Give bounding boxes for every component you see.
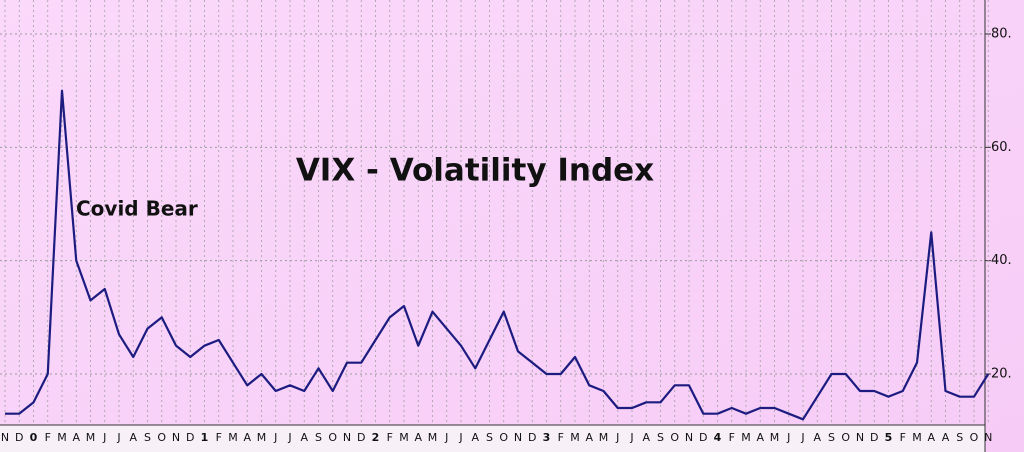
x-tick-label: A: [642, 431, 650, 444]
x-tick-label: 3: [543, 431, 551, 444]
x-tick-label: S: [315, 431, 322, 444]
x-tick-label: S: [486, 431, 493, 444]
x-tick-label: A: [927, 431, 935, 444]
y-tick-label: 40.: [991, 253, 1012, 268]
x-tick-label: O: [157, 431, 166, 444]
chart-title: VIX - Volatility Index: [296, 153, 654, 189]
x-tick-label: N: [514, 431, 522, 444]
x-tick-label: O: [328, 431, 337, 444]
x-tick-label: N: [1, 431, 9, 444]
x-tick-label: F: [729, 431, 735, 444]
y-tick-label: 20.: [991, 367, 1012, 382]
x-tick-label: O: [970, 431, 979, 444]
x-tick-label: M: [741, 431, 751, 444]
x-tick-label: D: [528, 431, 536, 444]
x-tick-label: N: [984, 431, 992, 444]
x-tick-label: D: [870, 431, 878, 444]
x-tick-label: J: [273, 431, 277, 444]
x-tick-label: A: [756, 431, 764, 444]
marks: [5, 89, 990, 421]
x-tick-label: D: [15, 431, 23, 444]
annotation: Covid Bear: [76, 197, 198, 221]
x-tick-label: F: [900, 431, 906, 444]
x-tick-label: D: [699, 431, 707, 444]
x-tick-label: A: [414, 431, 422, 444]
x-tick-label: J: [287, 431, 291, 444]
x-tick-label: J: [102, 431, 106, 444]
x-tick-label: O: [670, 431, 679, 444]
x-tick-label: M: [399, 431, 409, 444]
x-tick-label: S: [828, 431, 835, 444]
x-tick-label: 2: [372, 431, 380, 444]
x-tick-label: S: [144, 431, 151, 444]
x-tick-label: M: [228, 431, 238, 444]
x-tick-label: M: [599, 431, 609, 444]
x-tick-label: A: [942, 431, 950, 444]
x-tick-label: 4: [714, 431, 722, 444]
x-tick-label: N: [856, 431, 864, 444]
y-tick-label: 80.: [991, 27, 1012, 42]
x-tick-label: A: [813, 431, 821, 444]
x-tick-label: O: [499, 431, 508, 444]
x-tick-label: F: [45, 431, 51, 444]
grid: [0, 0, 991, 425]
x-tick-label: F: [558, 431, 564, 444]
x-tick-label: M: [57, 431, 67, 444]
x-tick-label: J: [786, 431, 790, 444]
x-tick-label: M: [257, 431, 267, 444]
x-tick-label: M: [86, 431, 96, 444]
x-tick-label: J: [629, 431, 633, 444]
x-tick-label: 0: [30, 431, 38, 444]
x-tick-label: M: [428, 431, 438, 444]
x-tick-label: A: [585, 431, 593, 444]
x-tick-label: N: [343, 431, 351, 444]
x-tick-label: S: [657, 431, 664, 444]
x-tick-label: A: [471, 431, 479, 444]
x-tick-label: D: [186, 431, 194, 444]
x-tick-label: M: [770, 431, 780, 444]
x-tick-label: J: [800, 431, 804, 444]
x-axis-band: [0, 425, 985, 452]
y-tick-label: 60.: [991, 140, 1012, 155]
x-tick-label: N: [685, 431, 693, 444]
x-tick-label: F: [387, 431, 393, 444]
x-tick-label: 1: [201, 431, 209, 444]
x-tick-label: J: [615, 431, 619, 444]
x-tick-label: J: [116, 431, 120, 444]
x-tick-label: M: [912, 431, 922, 444]
x-tick-label: S: [956, 431, 963, 444]
x-tick-label: A: [243, 431, 251, 444]
line-series: [5, 89, 990, 421]
x-tick-label: A: [72, 431, 80, 444]
x-tick-label: 5: [885, 431, 893, 444]
x-tick-label: A: [129, 431, 137, 444]
x-tick-label: D: [357, 431, 365, 444]
x-tick-label: O: [841, 431, 850, 444]
x-tick-label: N: [172, 431, 180, 444]
x-tick-label: M: [570, 431, 580, 444]
x-tick-label: J: [458, 431, 462, 444]
x-tick-label: F: [216, 431, 222, 444]
x-tick-label: J: [444, 431, 448, 444]
x-tick-label: A: [300, 431, 308, 444]
